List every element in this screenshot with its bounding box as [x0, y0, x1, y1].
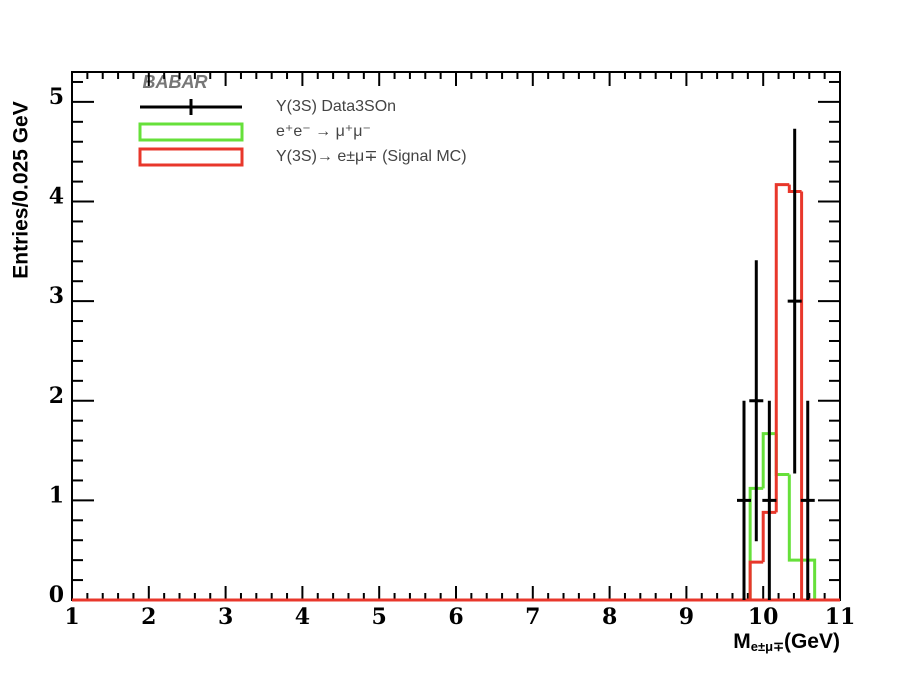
- y-tick-label: 5: [49, 84, 64, 110]
- x-tick-label: 11: [825, 604, 856, 630]
- x-axis-label: Me±μ∓(GeV): [733, 630, 840, 655]
- x-label-sub: e±μ∓: [751, 639, 784, 654]
- hist-bin: [800, 191, 815, 602]
- y-tick-label: 2: [49, 383, 64, 409]
- legend-label: e⁺e⁻ → μ⁺μ⁻: [276, 123, 371, 140]
- y-tick-label: 3: [49, 283, 64, 309]
- legend-swatch: [138, 147, 244, 167]
- hist-bin: [787, 474, 802, 562]
- hist-bin: [761, 432, 777, 489]
- y-tick-label: 0: [49, 582, 64, 608]
- y-tick-label: 4: [49, 184, 64, 210]
- x-tick-label: 7: [525, 604, 540, 630]
- x-tick-label: 5: [372, 604, 387, 630]
- hist-bin: [801, 558, 817, 600]
- x-label-main: M: [733, 630, 751, 653]
- x-tick-label: 2: [141, 604, 156, 630]
- x-tick-label: 9: [679, 604, 694, 630]
- hist-bin: [774, 183, 790, 513]
- x-tick-label: 1: [64, 604, 79, 630]
- y-axis-label: Entries/0.025 GeV: [10, 101, 33, 278]
- x-label-unit: (GeV): [784, 630, 840, 653]
- legend-label: Υ(3S)→ e±μ∓ (Signal MC): [276, 148, 467, 165]
- x-tick-label: 8: [602, 604, 617, 630]
- x-tick-label: 3: [218, 604, 233, 630]
- hist-bin: [748, 560, 764, 600]
- y-tick-label: 1: [49, 482, 64, 508]
- x-tick-label: 4: [295, 604, 310, 630]
- legend-label: Υ(3S) Data3SOn: [276, 98, 396, 115]
- x-tick-label: 10: [748, 604, 779, 630]
- hist-bin: [774, 433, 790, 476]
- x-tick-label: 6: [448, 604, 463, 630]
- hist-bin: [787, 184, 802, 194]
- legend-swatch: [138, 122, 244, 142]
- hist-bin: [761, 510, 777, 563]
- experiment-label: BABAR: [143, 72, 208, 92]
